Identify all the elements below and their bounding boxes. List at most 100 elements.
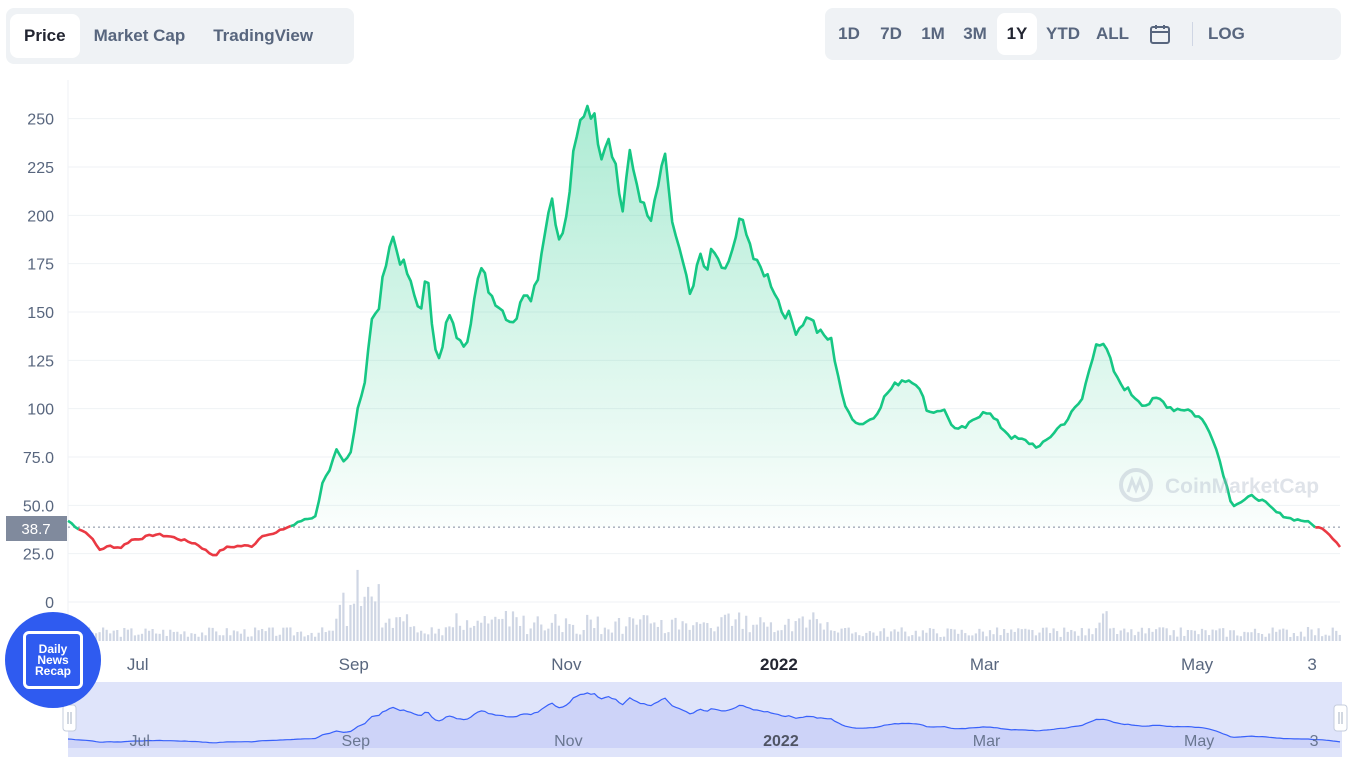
range-all-button[interactable]: ALL (1096, 24, 1130, 43)
volume-bar (1154, 629, 1158, 641)
volume-bar (875, 635, 879, 641)
navigator-left-handle[interactable] (62, 704, 77, 732)
tab-tradingview[interactable]: TradingView (213, 26, 314, 45)
volume-bar (1253, 628, 1257, 641)
volume-bar (476, 620, 479, 641)
volume-bar (172, 631, 175, 641)
volume-bar (730, 625, 734, 641)
daily-news-recap-badge[interactable]: Daily News Recap (5, 612, 101, 708)
volume-bar (94, 633, 98, 641)
range-1y-button[interactable]: 1Y (997, 13, 1037, 55)
range-3m-button[interactable]: 3M (963, 24, 987, 43)
volume-bar (904, 631, 907, 641)
price-line-down (78, 524, 292, 557)
volume-bar (409, 626, 412, 641)
volume-bar (674, 617, 677, 641)
volume-bar (649, 623, 652, 641)
volume-bar (660, 619, 663, 641)
volume-bar (928, 628, 932, 641)
volume-bar (769, 622, 773, 641)
volume-bar (462, 629, 465, 641)
volume-bar (621, 633, 624, 641)
calendar-icon[interactable] (1138, 13, 1182, 55)
volume-bar (794, 621, 797, 641)
volume-bar (868, 631, 871, 641)
volume-bar (511, 611, 515, 641)
volume-bar (116, 630, 119, 641)
volume-bar (151, 628, 154, 641)
volume-bar (858, 635, 861, 641)
volume-bar (780, 630, 783, 641)
volume-bar (501, 618, 504, 641)
volume-bar (518, 625, 522, 641)
volume-bar (639, 619, 642, 641)
volume-bar (1084, 635, 1087, 641)
volume-bar (321, 627, 324, 641)
tab-price[interactable]: Price (10, 14, 80, 58)
volume-bar (119, 636, 122, 641)
volume-bar (889, 631, 893, 641)
volume-bar (437, 628, 440, 641)
volume-bar (232, 630, 235, 641)
range-ytd-button[interactable]: YTD (1046, 24, 1080, 43)
volume-bar (879, 631, 882, 641)
volume-bar (289, 627, 292, 641)
volume-bar (554, 614, 557, 641)
volume-bar (200, 632, 204, 641)
tab-market-cap[interactable]: Market Cap (93, 26, 186, 45)
range-7d-button[interactable]: 7D (880, 24, 902, 43)
coinmarketcap-watermark: CoinMarketCap (1119, 468, 1319, 502)
volume-bar (1257, 633, 1260, 641)
price-area (68, 106, 1340, 528)
volume-bar (451, 627, 455, 641)
navigator-line (67, 692, 1341, 744)
volume-bar (1317, 628, 1320, 641)
volume-bar (310, 632, 313, 641)
volume-bar (547, 628, 550, 641)
volume-bar (766, 626, 769, 641)
volume-bar (123, 628, 126, 641)
volume-bar (670, 619, 674, 641)
volume-bar (992, 634, 995, 641)
volume-bar (632, 618, 635, 641)
volume-bar (1151, 631, 1154, 641)
current-price-label: 38.7 (21, 521, 50, 538)
volume-bar (575, 633, 578, 641)
y-tick-label: 100 (27, 402, 54, 419)
navigator-right-handle[interactable] (1333, 704, 1348, 732)
volume-bar (1006, 632, 1009, 641)
volume-bar (359, 606, 363, 641)
volume-bar (303, 636, 306, 641)
volume-bar (420, 630, 423, 641)
volume-bar (483, 616, 486, 641)
volume-bar (1200, 628, 1204, 641)
volume-bar (529, 628, 532, 641)
volume-bar (246, 636, 250, 641)
log-scale-button[interactable]: LOG (1208, 24, 1245, 43)
volume-bar (215, 631, 218, 641)
volume-bar (374, 601, 377, 641)
volume-bar (285, 627, 288, 641)
volume-bar (914, 630, 917, 641)
volume-bar (299, 631, 303, 641)
volume-bar (1020, 629, 1023, 641)
volume-bar (1130, 629, 1133, 641)
volume-bar (1080, 628, 1083, 641)
y-tick-label: 75.0 (23, 450, 54, 467)
range-1m-button[interactable]: 1M (921, 24, 945, 43)
range-1d-button[interactable]: 1D (838, 24, 860, 43)
volume-bar (685, 623, 688, 641)
volume-bar (967, 635, 970, 641)
volume-bar (193, 633, 197, 641)
time-range-selector: 1D 7D 1M 3M 1Y YTD ALL LOG (825, 8, 1341, 60)
price-line-down (1315, 526, 1342, 548)
volume-bar (836, 632, 840, 641)
volume-bar (155, 633, 158, 641)
volume-bar (109, 633, 112, 641)
x-tick-label: Sep (339, 655, 369, 674)
volume-bar (494, 616, 497, 641)
range-navigator[interactable]: Jul Sep Nov 2022 Mar May 3 (62, 682, 1348, 757)
volume-bar (1321, 636, 1324, 641)
volume-bar (1105, 611, 1108, 641)
